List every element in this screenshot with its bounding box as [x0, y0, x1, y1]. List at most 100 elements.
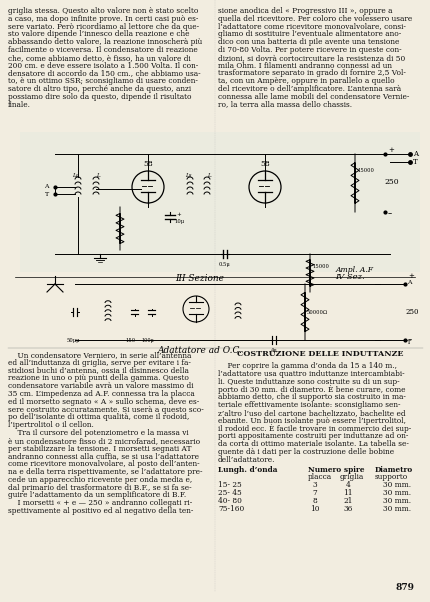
Text: 21: 21 [343, 497, 352, 505]
Text: 30 mm.: 30 mm. [382, 504, 410, 513]
Text: teriale effettivamente isolante: sconsigliamo sen-: teriale effettivamente isolante: sconsig… [218, 401, 399, 409]
Text: griglia: griglia [339, 473, 363, 482]
Text: andranno connessi alla cuffia, se si usa l’adattatore: andranno connessi alla cuffia, se si usa… [8, 452, 199, 461]
Text: A: A [406, 279, 411, 285]
Text: 36: 36 [343, 504, 352, 513]
Text: reazione in uno o più punti della gamma. Questo: reazione in uno o più punti della gamma.… [8, 374, 188, 382]
Text: griglia stessa. Questo alto valore non è stato scelto: griglia stessa. Questo alto valore non è… [8, 7, 198, 15]
Text: cede un apparecchio ricevente per onda media e,: cede un apparecchio ricevente per onda m… [8, 476, 192, 484]
Text: da corta di ottimo materiale isolante. La tabella se-: da corta di ottimo materiale isolante. L… [218, 440, 408, 448]
Text: abbiamo detto, che il supporto sia costruito in ma-: abbiamo detto, che il supporto sia costr… [218, 393, 405, 401]
Text: 250: 250 [383, 178, 398, 186]
Text: 15- 25: 15- 25 [218, 481, 241, 489]
Text: 15000: 15000 [311, 264, 328, 270]
Text: per stabilizzare la tensione. I morsetti segnati AT: per stabilizzare la tensione. I morsetti… [8, 445, 191, 453]
Text: T: T [406, 340, 410, 344]
Text: 58: 58 [143, 160, 153, 168]
Text: a caso, ma dopo infinite prove. In certi casi può es-: a caso, ma dopo infinite prove. In certi… [8, 15, 198, 23]
Text: supporto: supporto [374, 473, 407, 482]
Text: T: T [45, 191, 49, 196]
Text: Ls: Ls [184, 173, 191, 178]
Text: li. Queste induttanze sono costruite su di un sup-: li. Queste induttanze sono costruite su … [218, 377, 399, 385]
Text: guire l’adattamento da un semplificatore di B.F.: guire l’adattamento da un semplificatore… [8, 491, 186, 500]
Text: IV Sez.: IV Sez. [335, 273, 364, 281]
Text: 879: 879 [395, 583, 414, 592]
Text: 35 cm. L’impedenza ad A.F. connessa tra la placca: 35 cm. L’impedenza ad A.F. connessa tra … [8, 390, 194, 398]
Text: ed all’induttanza di griglia, serve per evitare i fa-: ed all’induttanza di griglia, serve per … [8, 359, 190, 367]
Text: 150: 150 [125, 338, 135, 343]
Text: condensatore variabile avrà un valore massimo di: condensatore variabile avrà un valore ma… [8, 382, 193, 390]
Text: –: – [407, 335, 411, 344]
Text: 30 mm.: 30 mm. [382, 489, 410, 497]
Text: connessa alle lame mobili del condensatore Vernie-: connessa alle lame mobili del condensato… [218, 93, 408, 101]
Text: –: – [387, 209, 391, 219]
Text: 50μμ: 50μμ [66, 338, 80, 343]
Text: COSTRUZIONE DELLE INDUTTANZE: COSTRUZIONE DELLE INDUTTANZE [236, 350, 402, 358]
Text: Adattatore ad O.C.: Adattatore ad O.C. [157, 346, 242, 355]
Text: l’adattatore come ricevitore monovalvolare, consi-: l’adattatore come ricevitore monovalvola… [218, 23, 405, 31]
Text: del ricevitore o dell’amplificatore. L’antenna sarà: del ricevitore o dell’amplificatore. L’a… [218, 85, 400, 93]
Text: dico con una batteria di pile avente una tensione: dico con una batteria di pile avente una… [218, 38, 399, 46]
Text: finale.: finale. [8, 101, 31, 108]
Text: L: L [96, 173, 100, 178]
Text: 10μ: 10μ [174, 220, 184, 225]
Text: dal primario del trasformatore di B.F., se si fa se-: dal primario del trasformatore di B.F., … [8, 483, 191, 492]
Text: III Sezione: III Sezione [175, 274, 224, 283]
Text: 7: 7 [312, 489, 316, 497]
Text: A: A [44, 184, 49, 190]
Text: dizioni, si dovrà cortocircuitare la resistenza di 50: dizioni, si dovrà cortocircuitare la res… [218, 54, 404, 62]
Text: trasformatore separato in grado di fornire 2,5 Vol-: trasformatore separato in grado di forni… [218, 69, 405, 78]
Text: Un condensatore Verniero, in serie all’antenna: Un condensatore Verniero, in serie all’a… [8, 351, 191, 359]
Text: 11: 11 [342, 489, 352, 497]
Text: 100μ: 100μ [141, 338, 154, 343]
Text: che, come abbiamo detto, è fisso, ha un valore di: che, come abbiamo detto, è fisso, ha un … [8, 54, 190, 62]
Text: I morsetti « + e — 250 » andranno collegati ri-: I morsetti « + e — 250 » andranno colleg… [8, 499, 192, 507]
Text: 200 cm. e deve essere isolato a 1.500 Volta. Il con-: 200 cm. e deve essere isolato a 1.500 Vo… [8, 61, 198, 70]
Text: 58: 58 [260, 160, 269, 168]
Text: 3: 3 [312, 481, 316, 489]
Text: placca: placca [307, 473, 332, 482]
Text: 15000: 15000 [356, 167, 373, 173]
Text: na e della terra rispettivamente, se l’adattatore pre-: na e della terra rispettivamente, se l’a… [8, 468, 202, 476]
Text: ro, la terra alla massa dello chassis.: ro, la terra alla massa dello chassis. [218, 101, 351, 108]
Text: ebanite. Un buon isolante può essere l’ipertrolitol,: ebanite. Un buon isolante può essere l’i… [218, 417, 405, 424]
Text: stidiosi buchi d’antenna, ossia il disinnesco della: stidiosi buchi d’antenna, ossia il disin… [8, 367, 188, 374]
Text: Numero spire: Numero spire [307, 466, 364, 474]
Text: 4μ: 4μ [270, 348, 277, 353]
Text: 25- 45: 25- 45 [218, 489, 241, 497]
Text: sto valore dipende l’innesco della reazione e che: sto valore dipende l’innesco della reazi… [8, 30, 189, 39]
Text: quella del ricevitore. Per coloro che volessero usare: quella del ricevitore. Per coloro che vo… [218, 15, 411, 23]
Text: il rodoid ecc. È facile trovare in commercio dei sup-: il rodoid ecc. È facile trovare in comme… [218, 424, 410, 433]
Text: è un condensatore fisso di 2 microfarad, necessario: è un condensatore fisso di 2 microfarad,… [8, 437, 200, 445]
Text: T: T [412, 158, 417, 166]
Text: gliamo di sostituire l’eventuale alimentatore ano-: gliamo di sostituire l’eventuale aliment… [218, 30, 400, 39]
Text: Lungh. d’onda: Lungh. d’onda [218, 466, 277, 474]
Text: 250: 250 [405, 308, 418, 316]
Text: sere variato. Però ricordiamo al lettore che da que-: sere variato. Però ricordiamo al lettore… [8, 23, 199, 31]
Text: +: + [407, 273, 413, 279]
Text: La: La [72, 173, 79, 178]
Text: 50000Ω: 50000Ω [306, 309, 328, 314]
Text: 40- 80: 40- 80 [218, 497, 241, 505]
Text: 4: 4 [345, 481, 350, 489]
Text: L: L [207, 173, 210, 178]
Text: sione anodica del « Progressivo III », oppure a: sione anodica del « Progressivo III », o… [218, 7, 392, 15]
Text: A: A [412, 150, 417, 158]
FancyBboxPatch shape [20, 132, 419, 272]
Text: Ampl. A.F: Ampl. A.F [335, 266, 373, 274]
Text: z’altro l’uso del cartone bachelizzato, bachelite ed: z’altro l’uso del cartone bachelizzato, … [218, 409, 405, 417]
Text: facilmente o viceversa. Il condensatore di reazione: facilmente o viceversa. Il condensatore … [8, 46, 197, 54]
Text: densatore di accordo da 150 cm., che abbiamo usa-: densatore di accordo da 150 cm., che abb… [8, 69, 200, 78]
Text: Diametro: Diametro [374, 466, 412, 474]
Text: spettivamente al positivo ed al negativo della ten-: spettivamente al positivo ed al negativo… [8, 507, 193, 515]
Text: sere costruito accuratamente. Si userà a questo sco-: sere costruito accuratamente. Si userà a… [8, 406, 203, 414]
Text: Tra il cursore del potenziometro e la massa vi: Tra il cursore del potenziometro e la ma… [8, 429, 188, 437]
Text: dell’adattatore.: dell’adattatore. [218, 456, 275, 464]
Text: l’adattatore usa quattro induttanze intercambiabi-: l’adattatore usa quattro induttanze inte… [218, 370, 404, 377]
Text: 8: 8 [312, 497, 316, 505]
Text: l’ipertrolitol o il cellon.: l’ipertrolitol o il cellon. [8, 421, 94, 429]
Text: mila Ohm. I filamenti andranno connessi ad un: mila Ohm. I filamenti andranno connessi … [218, 61, 391, 70]
Text: 75-160: 75-160 [218, 504, 244, 513]
Text: 0.5μ: 0.5μ [218, 262, 230, 267]
Text: porto di 30 mm. di diametro. È bene curare, come: porto di 30 mm. di diametro. È bene cura… [218, 385, 405, 394]
